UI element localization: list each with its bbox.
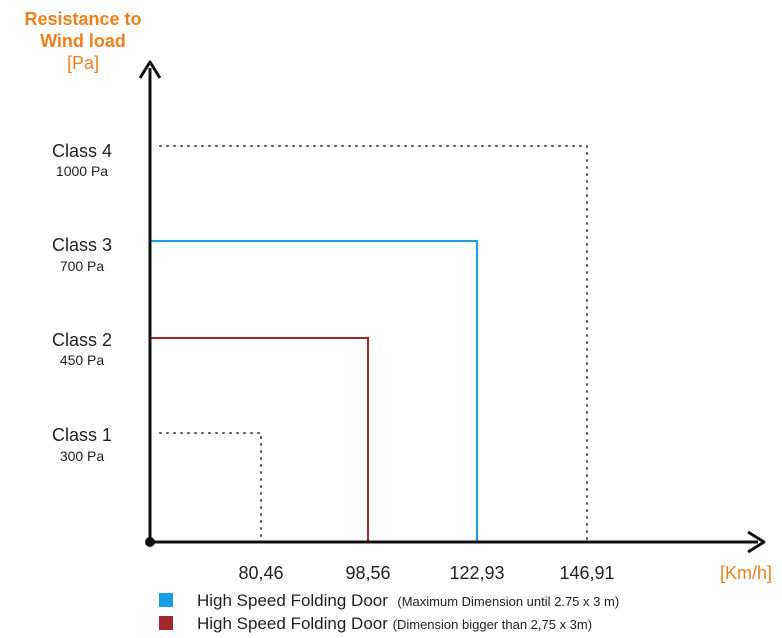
y-tick-class-1: Class 1: [51, 425, 113, 445]
x-tick-146-91: 146,91: [559, 563, 615, 583]
legend-swatch-blue: [159, 593, 173, 607]
x-tick-122-93: 122,93: [449, 563, 505, 583]
x-axis-unit: [Km/h]: [720, 563, 773, 583]
reference-line-2: [159, 145, 588, 543]
legend-item-red: High Speed Folding Door (Dimension bigge…: [159, 614, 592, 634]
x-axis-arrow: [747, 530, 766, 554]
reference-line-1: [159, 432, 262, 543]
series-line-red: [150, 337, 369, 542]
legend-swatch-red: [159, 616, 173, 630]
y-tick-class-3: Class 3: [51, 235, 113, 255]
y-tick-class-4: Class 4: [51, 141, 113, 161]
legend-item-blue: High Speed Folding Door (Maximum Dimensi…: [159, 591, 619, 611]
y-tick-class-1-pressure: 300 Pa: [59, 448, 105, 464]
y-tick-class-3-pressure: 700 Pa: [59, 258, 105, 274]
y-tick-class-4-pressure: 1000 Pa: [55, 163, 109, 179]
y-tick-class-2: Class 2: [51, 330, 113, 350]
y-axis-title: Resistance to Wind load: [24, 9, 142, 51]
origin-dot: [145, 537, 155, 547]
legend-note-red: (Dimension bigger than 2,75 x 3m): [392, 617, 593, 632]
y-axis-unit: [Pa]: [66, 53, 100, 73]
x-tick-98-56: 98,56: [345, 563, 391, 583]
legend-note-blue: (Maximum Dimension until 2.75 x 3 m): [397, 594, 620, 609]
series-line-blue: [150, 240, 478, 542]
y-tick-class-2-pressure: 450 Pa: [59, 352, 105, 368]
x-tick-80-46: 80,46: [238, 563, 284, 583]
y-axis-arrow: [138, 60, 162, 79]
legend-label-blue: High Speed Folding Door: [197, 591, 388, 610]
legend-label-red: High Speed Folding Door: [197, 614, 388, 633]
